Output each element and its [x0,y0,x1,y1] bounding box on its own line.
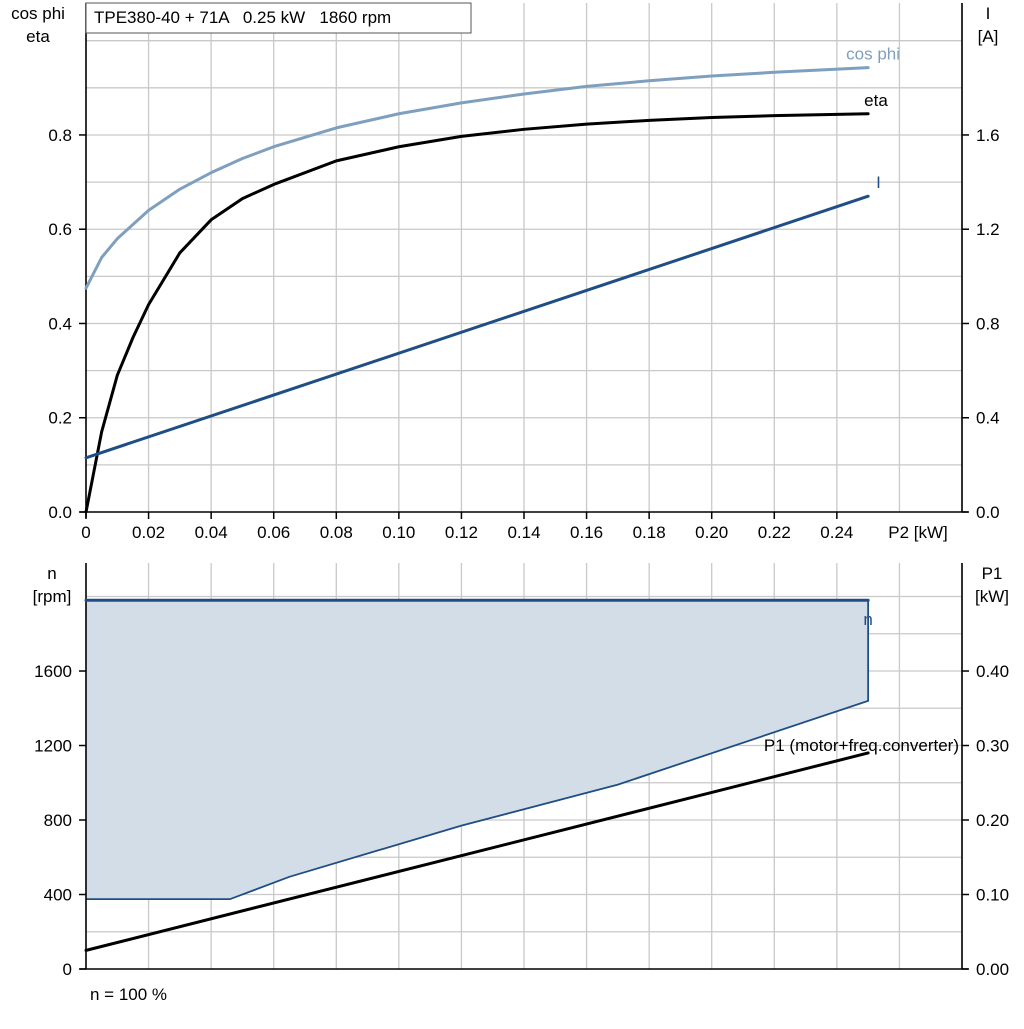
y2-tick-label: 1.2 [976,220,1000,239]
y2-tick-label: 0.20 [976,811,1009,830]
y2-tick-label: 0.30 [976,737,1009,756]
y-tick-label: 1600 [34,662,72,681]
y2-tick-label: 0.10 [976,886,1009,905]
y-tick-label: 800 [44,811,72,830]
y-tick-label: 400 [44,886,72,905]
chart-title: TPE380-40 + 71A 0.25 kW 1860 rpm [94,8,391,27]
x-tick-label: 0.10 [382,523,415,542]
series-label: n [863,610,872,629]
x-tick-label: 0.04 [195,523,228,542]
series-line-cos-phi [84,66,870,290]
x-axis-label: P2 [kW] [888,523,948,542]
series-label: cos phi [846,45,900,64]
y2-tick-label: 0.00 [976,960,1009,979]
series-line-eta [84,112,870,514]
x-tick-label: 0.24 [820,523,853,542]
y-tick-label: 0.0 [48,503,72,522]
efficiency-current-plot: 0.0 0.2 0.4 0.6 0.8 0.0 0.4 0.8 1.2 1.6 0 0.02 0.04 0… [11,2,1000,542]
speed-power-plot: 0 400 800 1200 1600 0.00 0.10 0.20 0.30 0.40 n [rpm… [33,563,1009,1004]
x-tick-label: 0.18 [633,523,666,542]
operating-area-min-edge [86,600,870,901]
y2-tick-label: 0.40 [976,662,1009,681]
x-tick-label: 0.22 [758,523,791,542]
y-axis-label: cos phi [11,4,65,23]
x-tick-label: 0.06 [257,523,290,542]
series-label: eta [864,91,888,110]
y2-axis-label: P1 [982,564,1003,583]
y2-tick-label: 0.4 [976,409,1000,428]
y-tick-label: 0.6 [48,220,72,239]
series-line-P1 [84,751,870,952]
y-tick-label: 1200 [34,737,72,756]
y2-axis-label: I [986,4,991,23]
y2-tick-label: 0.8 [976,314,1000,333]
y-tick-label: 0.8 [48,126,72,145]
x-tick-label: 0.12 [445,523,478,542]
series-label: P1 (motor+freq.converter) [764,736,959,755]
y-axis-label: [rpm] [33,587,72,606]
y-tick-label: 0 [63,960,72,979]
title-box [85,2,472,34]
footnote: n = 100 % [90,985,167,1004]
x-tick-label: 0 [81,523,90,542]
x-tick-label: 0.20 [695,523,728,542]
y-axis-label: eta [26,27,50,46]
series-line-I [84,194,870,460]
y-tick-label: 0.2 [48,409,72,428]
y-axis-label: n [47,564,56,583]
series-label: I [876,173,881,192]
operating-area-fill [86,600,869,900]
y2-axis-label: [kW] [975,587,1009,606]
x-tick-label: 0.14 [507,523,540,542]
y2-tick-label: 0.0 [976,503,1000,522]
y-tick-label: 0.4 [48,314,72,333]
x-tick-label: 0.02 [132,523,165,542]
y2-axis-label: [A] [978,27,999,46]
y2-tick-label: 1.6 [976,126,1000,145]
x-tick-label: 0.16 [570,523,603,542]
x-tick-label: 0.08 [320,523,353,542]
